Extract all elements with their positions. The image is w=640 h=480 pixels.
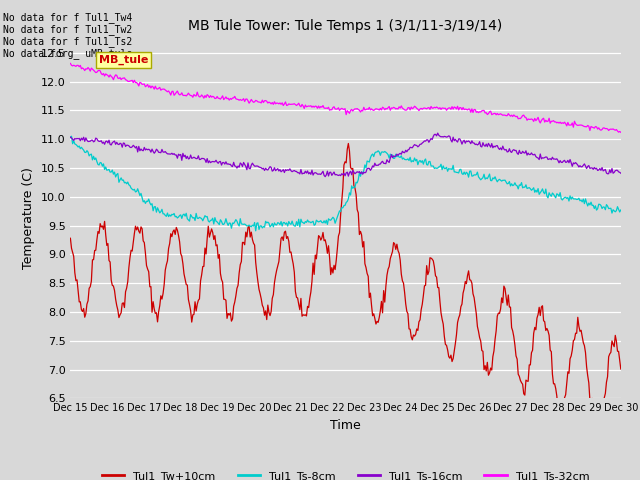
Text: No data for f Tul1_Tw2: No data for f Tul1_Tw2 bbox=[3, 24, 132, 35]
Legend: Tul1_Tw+10cm, Tul1_Ts-8cm, Tul1_Ts-16cm, Tul1_Ts-32cm: Tul1_Tw+10cm, Tul1_Ts-8cm, Tul1_Ts-16cm,… bbox=[97, 467, 594, 480]
Title: MB Tule Tower: Tule Temps 1 (3/1/11-3/19/14): MB Tule Tower: Tule Temps 1 (3/1/11-3/19… bbox=[188, 19, 503, 33]
X-axis label: Time: Time bbox=[330, 419, 361, 432]
Y-axis label: Temperature (C): Temperature (C) bbox=[22, 168, 35, 269]
Text: No data for f Tul1_Ts2: No data for f Tul1_Ts2 bbox=[3, 36, 132, 47]
Text: No data for f Tul1_Tw4: No data for f Tul1_Tw4 bbox=[3, 12, 132, 23]
Text: MB_tule: MB_tule bbox=[99, 55, 148, 65]
Text: No data forg_ uMB_tule: No data forg_ uMB_tule bbox=[3, 48, 132, 59]
